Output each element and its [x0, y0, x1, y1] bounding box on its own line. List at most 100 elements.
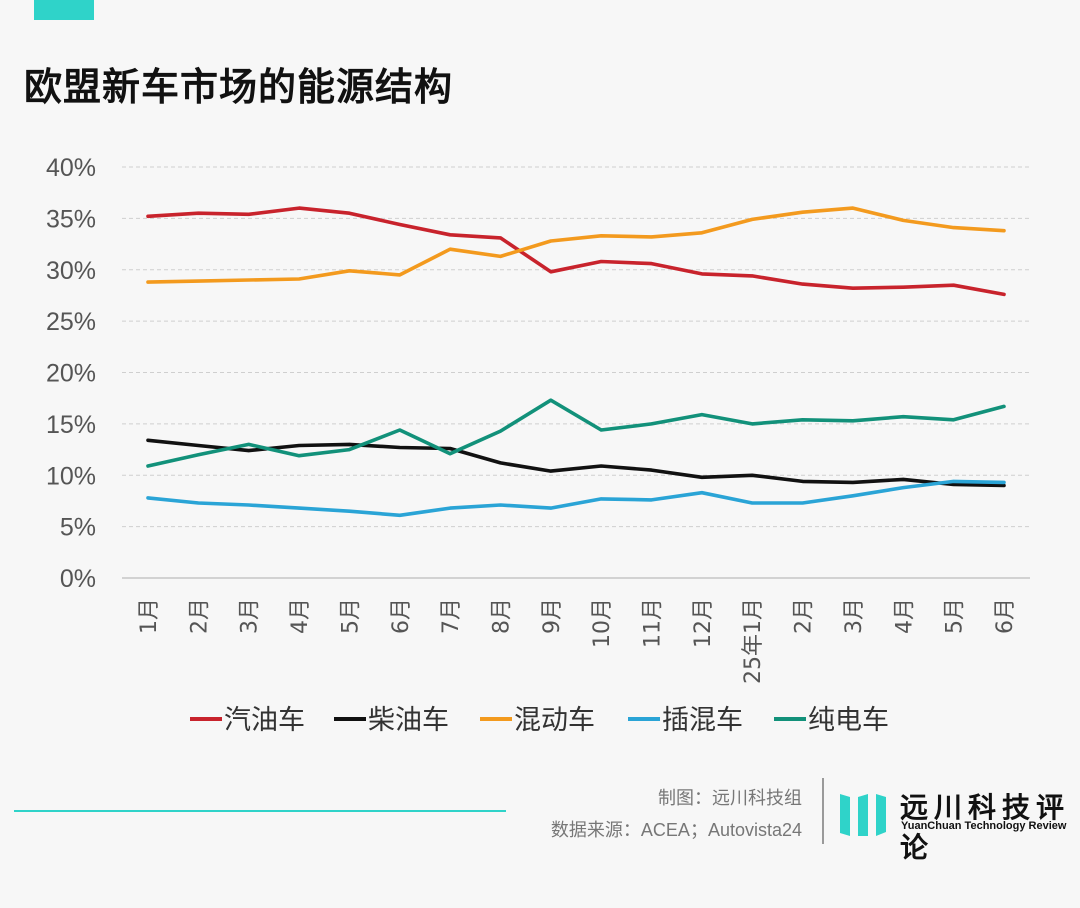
series-line	[146, 206, 1006, 284]
data-point	[498, 429, 502, 433]
legend-label: 汽油车	[224, 705, 305, 736]
y-tick-label: 40%	[46, 154, 96, 182]
data-point	[347, 448, 351, 452]
x-tick-label: 4月	[288, 598, 313, 634]
data-point	[801, 210, 805, 214]
data-point	[650, 235, 654, 239]
data-point	[549, 270, 553, 274]
data-point	[549, 506, 553, 510]
data-point	[901, 477, 905, 481]
y-tick-label: 35%	[46, 205, 96, 233]
line-chart: 0% 5% 10% 15% 20% 25% 30% 35% 40% 1月 2月 3月 4月 5月 6月 7月 8…	[46, 154, 1030, 736]
data-point	[247, 278, 251, 282]
footer-divider	[14, 810, 506, 812]
data-point	[901, 486, 905, 490]
maker-credit: 制图：远川科技组	[658, 788, 802, 808]
data-point	[297, 506, 301, 510]
data-point	[398, 446, 402, 450]
data-point	[498, 236, 502, 240]
data-point	[247, 449, 251, 453]
data-point	[498, 254, 502, 258]
data-point	[851, 206, 855, 210]
data-point	[1002, 480, 1006, 484]
brand-logo-icon	[840, 794, 886, 836]
data-point	[801, 501, 805, 505]
data-point	[448, 506, 452, 510]
data-point	[851, 480, 855, 484]
x-tick-label: 5月	[338, 598, 363, 634]
data-point	[146, 464, 150, 468]
data-point	[398, 273, 402, 277]
data-point	[901, 285, 905, 289]
data-point	[650, 498, 654, 502]
series-line	[146, 438, 1006, 488]
data-point	[196, 279, 200, 283]
credits: 制图：远川科技组 数据来源：ACEA；Autovista24	[551, 782, 802, 846]
y-tick-label: 5%	[60, 514, 96, 542]
series-line	[146, 398, 1006, 468]
data-point	[347, 211, 351, 215]
data-point	[297, 443, 301, 447]
data-point	[801, 479, 805, 483]
y-tick-label: 10%	[46, 462, 96, 490]
x-tick-label: 6月	[993, 598, 1018, 634]
x-tick-label: 7月	[439, 598, 464, 634]
y-tick-label: 0%	[60, 565, 96, 593]
data-point	[700, 231, 704, 235]
data-point	[297, 277, 301, 281]
chart-title: 欧盟新车市场的能源结构	[24, 65, 454, 109]
y-tick-label: 30%	[46, 257, 96, 285]
data-point	[448, 452, 452, 456]
x-tick-label: 6月	[389, 598, 414, 634]
data-point	[700, 475, 704, 479]
data-point	[549, 239, 553, 243]
legend-label: 柴油车	[368, 705, 449, 736]
data-point	[146, 496, 150, 500]
data-point	[952, 482, 956, 486]
x-tick-label: 3月	[842, 598, 867, 634]
data-point	[599, 234, 603, 238]
data-point	[549, 469, 553, 473]
data-point	[398, 513, 402, 517]
data-point	[599, 428, 603, 432]
data-point	[599, 497, 603, 501]
data-point	[700, 272, 704, 276]
data-point	[750, 217, 754, 221]
data-point	[599, 260, 603, 264]
y-tick-label: 25%	[46, 308, 96, 336]
x-tick-label: 1月	[137, 598, 162, 634]
data-point	[750, 501, 754, 505]
data-point	[347, 442, 351, 446]
logo-divider	[822, 778, 824, 844]
data-point	[146, 280, 150, 284]
y-tick-label: 20%	[46, 360, 96, 388]
data-point	[398, 428, 402, 432]
legend-label: 混动车	[514, 705, 595, 736]
data-point	[650, 422, 654, 426]
data-point	[146, 438, 150, 442]
data-point	[448, 233, 452, 237]
data-point	[750, 274, 754, 278]
data-point	[347, 509, 351, 513]
data-point	[851, 494, 855, 498]
data-point	[247, 503, 251, 507]
data-point	[700, 413, 704, 417]
x-tick-label: 2月	[792, 598, 817, 634]
data-point	[398, 223, 402, 227]
data-point	[196, 211, 200, 215]
accent-bar	[34, 0, 94, 20]
legend-label: 插混车	[662, 705, 743, 736]
x-tick-label: 5月	[943, 598, 968, 634]
data-point	[801, 418, 805, 422]
x-tick-label: 2月	[187, 598, 212, 634]
data-point	[650, 262, 654, 266]
data-point	[750, 422, 754, 426]
data-point	[599, 464, 603, 468]
data-point	[851, 286, 855, 290]
x-tick-label: 9月	[540, 598, 565, 634]
data-point	[247, 442, 251, 446]
data-point	[952, 283, 956, 287]
data-point	[901, 218, 905, 222]
data-point	[196, 453, 200, 457]
data-point	[196, 443, 200, 447]
